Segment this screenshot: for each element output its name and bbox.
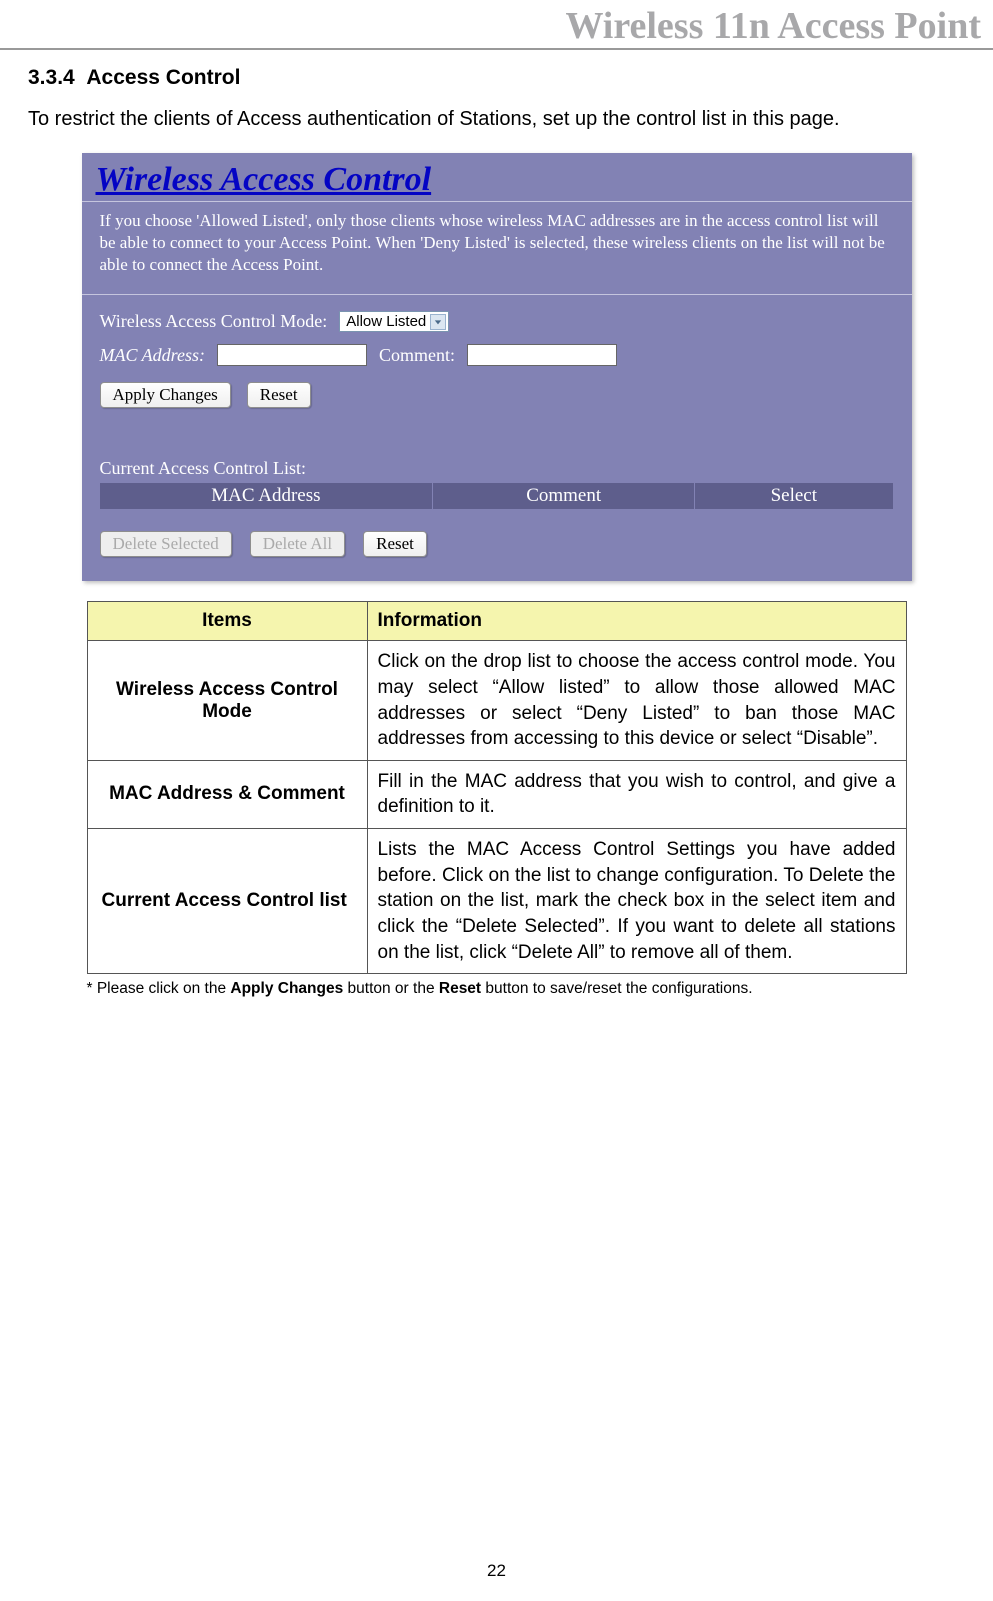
delete-all-button[interactable]: Delete All [250,531,345,557]
chevron-down-icon [430,314,446,330]
footnote-apply: Apply Changes [230,980,343,997]
footnote-prefix: * Please click on the [87,980,231,997]
th-information: Information [367,602,906,641]
desc-row-list: Current Access Control list Lists the MA… [87,829,906,974]
item-mode-name: Wireless Access Control Mode [87,641,367,761]
reset-list-button[interactable]: Reset [363,531,427,557]
section-number: 3.3.4 [28,66,75,89]
wireless-access-control-panel: Wireless Access Control If you choose 'A… [82,153,912,581]
panel-description: If you choose 'Allowed Listed', only tho… [82,202,912,295]
th-select: Select [695,483,893,509]
items-information-table: Items Information Wireless Access Contro… [87,601,907,974]
panel-title: Wireless Access Control [82,153,912,202]
item-mode-info: Click on the drop list to choose the acc… [367,641,906,761]
mac-label: MAC Address: [100,345,206,366]
mode-label: Wireless Access Control Mode: [100,311,328,332]
desc-row-mode: Wireless Access Control Mode Click on th… [87,641,906,761]
reset-button[interactable]: Reset [247,382,311,408]
list-buttons-row: Delete Selected Delete All Reset [82,509,912,557]
item-list-name: Current Access Control list [87,829,367,974]
comment-input[interactable] [467,344,617,366]
mode-row: Wireless Access Control Mode: Allow List… [82,305,912,338]
access-control-table: MAC Address Comment Select [100,483,894,509]
page-footer: 22 [0,1561,993,1581]
mode-dropdown-value: Allow Listed [346,313,426,330]
mode-dropdown[interactable]: Allow Listed [339,311,449,332]
document-title: Wireless 11n Access Point [565,5,981,47]
desc-row-mac: MAC Address & Comment Fill in the MAC ad… [87,760,906,828]
section-intro: To restrict the clients of Access authen… [28,108,965,131]
footnote: * Please click on the Apply Changes butt… [87,980,907,998]
mac-address-input[interactable] [217,344,367,366]
apply-changes-button[interactable]: Apply Changes [100,382,231,408]
section-name: Access Control [86,66,240,89]
delete-selected-button[interactable]: Delete Selected [100,531,232,557]
item-mac-name: MAC Address & Comment [87,760,367,828]
document-header: Wireless 11n Access Point [0,0,993,50]
page-number: 22 [487,1561,506,1580]
th-items: Items [87,602,367,641]
item-mac-info: Fill in the MAC address that you wish to… [367,760,906,828]
section-heading: 3.3.4 Access Control [28,66,965,90]
access-list-heading: Current Access Control List: [82,418,912,483]
footnote-suffix: button to save/reset the configurations. [481,980,752,997]
page-content: 3.3.4 Access Control To restrict the cli… [0,50,993,998]
apply-reset-row: Apply Changes Reset [82,372,912,418]
th-mac: MAC Address [100,483,433,509]
table-header-row: MAC Address Comment Select [100,483,894,509]
mac-row: MAC Address: Comment: [82,338,912,372]
footnote-reset: Reset [439,980,481,997]
footnote-mid: button or the [343,980,439,997]
th-comment: Comment [433,483,695,509]
comment-label: Comment: [379,345,455,366]
item-list-info: Lists the MAC Access Control Settings yo… [367,829,906,974]
desc-header-row: Items Information [87,602,906,641]
